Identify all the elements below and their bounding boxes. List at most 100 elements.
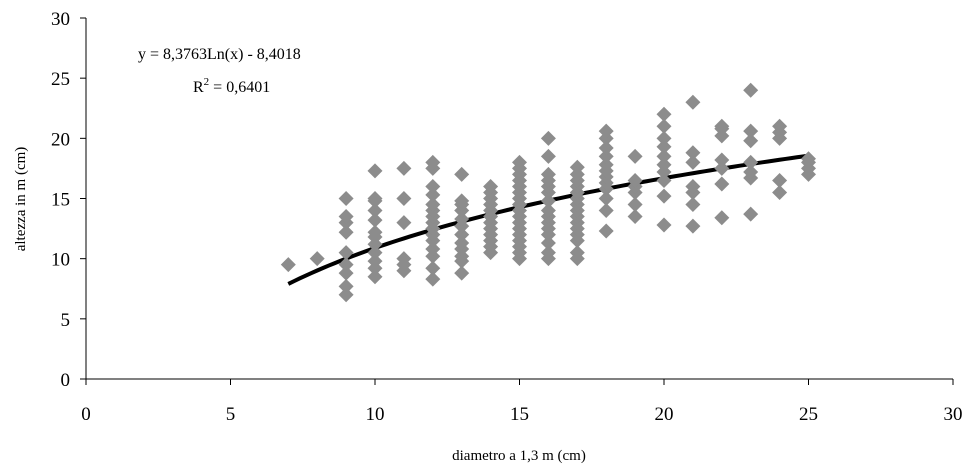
data-point-marker (367, 269, 383, 285)
data-point-marker (598, 203, 614, 219)
ticks-layer: 0 5 10 15 20 25 30 0 5 10 15 20 25 30 (51, 9, 963, 425)
data-point-marker (598, 191, 614, 206)
data-point-marker (367, 245, 383, 261)
data-point-marker (743, 206, 759, 222)
x-tick-label: 25 (799, 404, 818, 425)
points-layer (280, 82, 816, 303)
data-point-marker (598, 148, 614, 164)
data-point-marker (512, 154, 527, 170)
data-point-marker (454, 227, 470, 243)
data-point-marker (338, 278, 354, 294)
data-point-marker (598, 123, 614, 139)
data-point-marker (743, 123, 759, 139)
data-point-marker (627, 172, 643, 188)
data-point-marker (540, 193, 556, 209)
x-tick-label: 15 (510, 404, 529, 425)
y-axis-title: altezza in m (cm) (13, 147, 29, 252)
data-point-marker (540, 245, 556, 261)
r-squared-prefix: R (193, 79, 204, 96)
data-point-marker (656, 188, 672, 204)
data-point-marker (425, 187, 441, 203)
data-point-marker (540, 148, 556, 164)
data-point-marker (627, 148, 643, 164)
data-point-marker (772, 118, 788, 134)
x-tick-label: 0 (81, 404, 91, 425)
data-point-marker (367, 224, 383, 240)
data-point-marker (685, 154, 701, 170)
y-tick-label: 20 (51, 129, 70, 150)
data-point-marker (425, 241, 441, 257)
data-point-marker (656, 217, 672, 233)
data-point-marker (714, 160, 730, 176)
data-point-marker (772, 184, 788, 200)
data-point-marker (714, 152, 730, 168)
data-point-marker (338, 224, 354, 240)
data-point-marker (396, 160, 412, 176)
data-point-marker (743, 82, 759, 98)
data-point-marker (540, 166, 556, 182)
data-point-marker (396, 191, 412, 206)
data-point-marker (540, 203, 556, 219)
data-point-marker (656, 130, 672, 146)
data-point-marker (425, 271, 441, 287)
data-point-marker (743, 154, 759, 170)
plot-area: 0 5 10 15 20 25 30 0 5 10 15 20 25 30 (51, 9, 963, 425)
data-point-marker (454, 211, 470, 227)
data-point-marker (338, 191, 354, 206)
y-tick-label: 30 (51, 9, 70, 30)
y-tick-label: 10 (51, 250, 70, 271)
data-point-marker (338, 257, 354, 273)
data-point-marker (685, 218, 701, 234)
data-point-marker (483, 178, 499, 194)
data-point-marker (540, 235, 556, 251)
data-point-marker (627, 209, 643, 225)
x-tick-label: 20 (655, 404, 674, 425)
data-point-marker (714, 118, 730, 134)
data-point-marker (540, 130, 556, 146)
data-point-marker (569, 159, 585, 175)
data-point-marker (454, 193, 470, 209)
data-point-marker (685, 94, 701, 110)
data-point-marker (425, 197, 441, 213)
data-point-marker (338, 245, 354, 261)
y-tick-label: 15 (51, 190, 70, 211)
data-point-marker (598, 223, 614, 239)
data-point-marker (685, 145, 701, 161)
data-point-marker (772, 172, 788, 188)
y-tick-label: 0 (61, 370, 71, 391)
data-point-marker (396, 251, 412, 267)
data-point-marker (656, 106, 672, 122)
data-point-marker (454, 166, 470, 182)
data-point-marker (801, 151, 816, 167)
data-point-marker (425, 178, 441, 194)
data-point-marker (367, 253, 383, 269)
r-squared-value: = 0,6401 (209, 79, 270, 96)
x-tick-label: 5 (226, 404, 236, 425)
y-tick-label: 25 (51, 69, 70, 90)
data-point-marker (569, 245, 585, 261)
r-squared-superscript: 2 (204, 76, 210, 88)
trend-equation: y = 8,3763Ln(x) - 8,4018 (138, 46, 301, 63)
data-point-marker (685, 178, 701, 194)
r-squared-label: R2 = 0,6401 (193, 76, 270, 96)
data-point-marker (656, 148, 672, 164)
data-point-marker (598, 140, 614, 156)
data-point-marker (280, 257, 296, 273)
data-point-marker (627, 197, 643, 213)
data-point-marker (338, 287, 354, 303)
data-point-marker (309, 251, 325, 267)
data-point-marker (425, 154, 441, 170)
data-point-marker (367, 212, 383, 228)
data-point-marker (367, 203, 383, 219)
data-point-marker (454, 235, 470, 251)
data-point-marker (338, 209, 354, 225)
data-point-marker (598, 157, 614, 173)
data-point-marker (656, 118, 672, 134)
data-point-marker (656, 172, 672, 188)
data-point-marker (396, 215, 412, 231)
data-point-marker (743, 133, 759, 149)
data-point-marker (367, 163, 383, 179)
x-tick-label: 10 (366, 404, 385, 425)
data-point-marker (454, 265, 470, 281)
